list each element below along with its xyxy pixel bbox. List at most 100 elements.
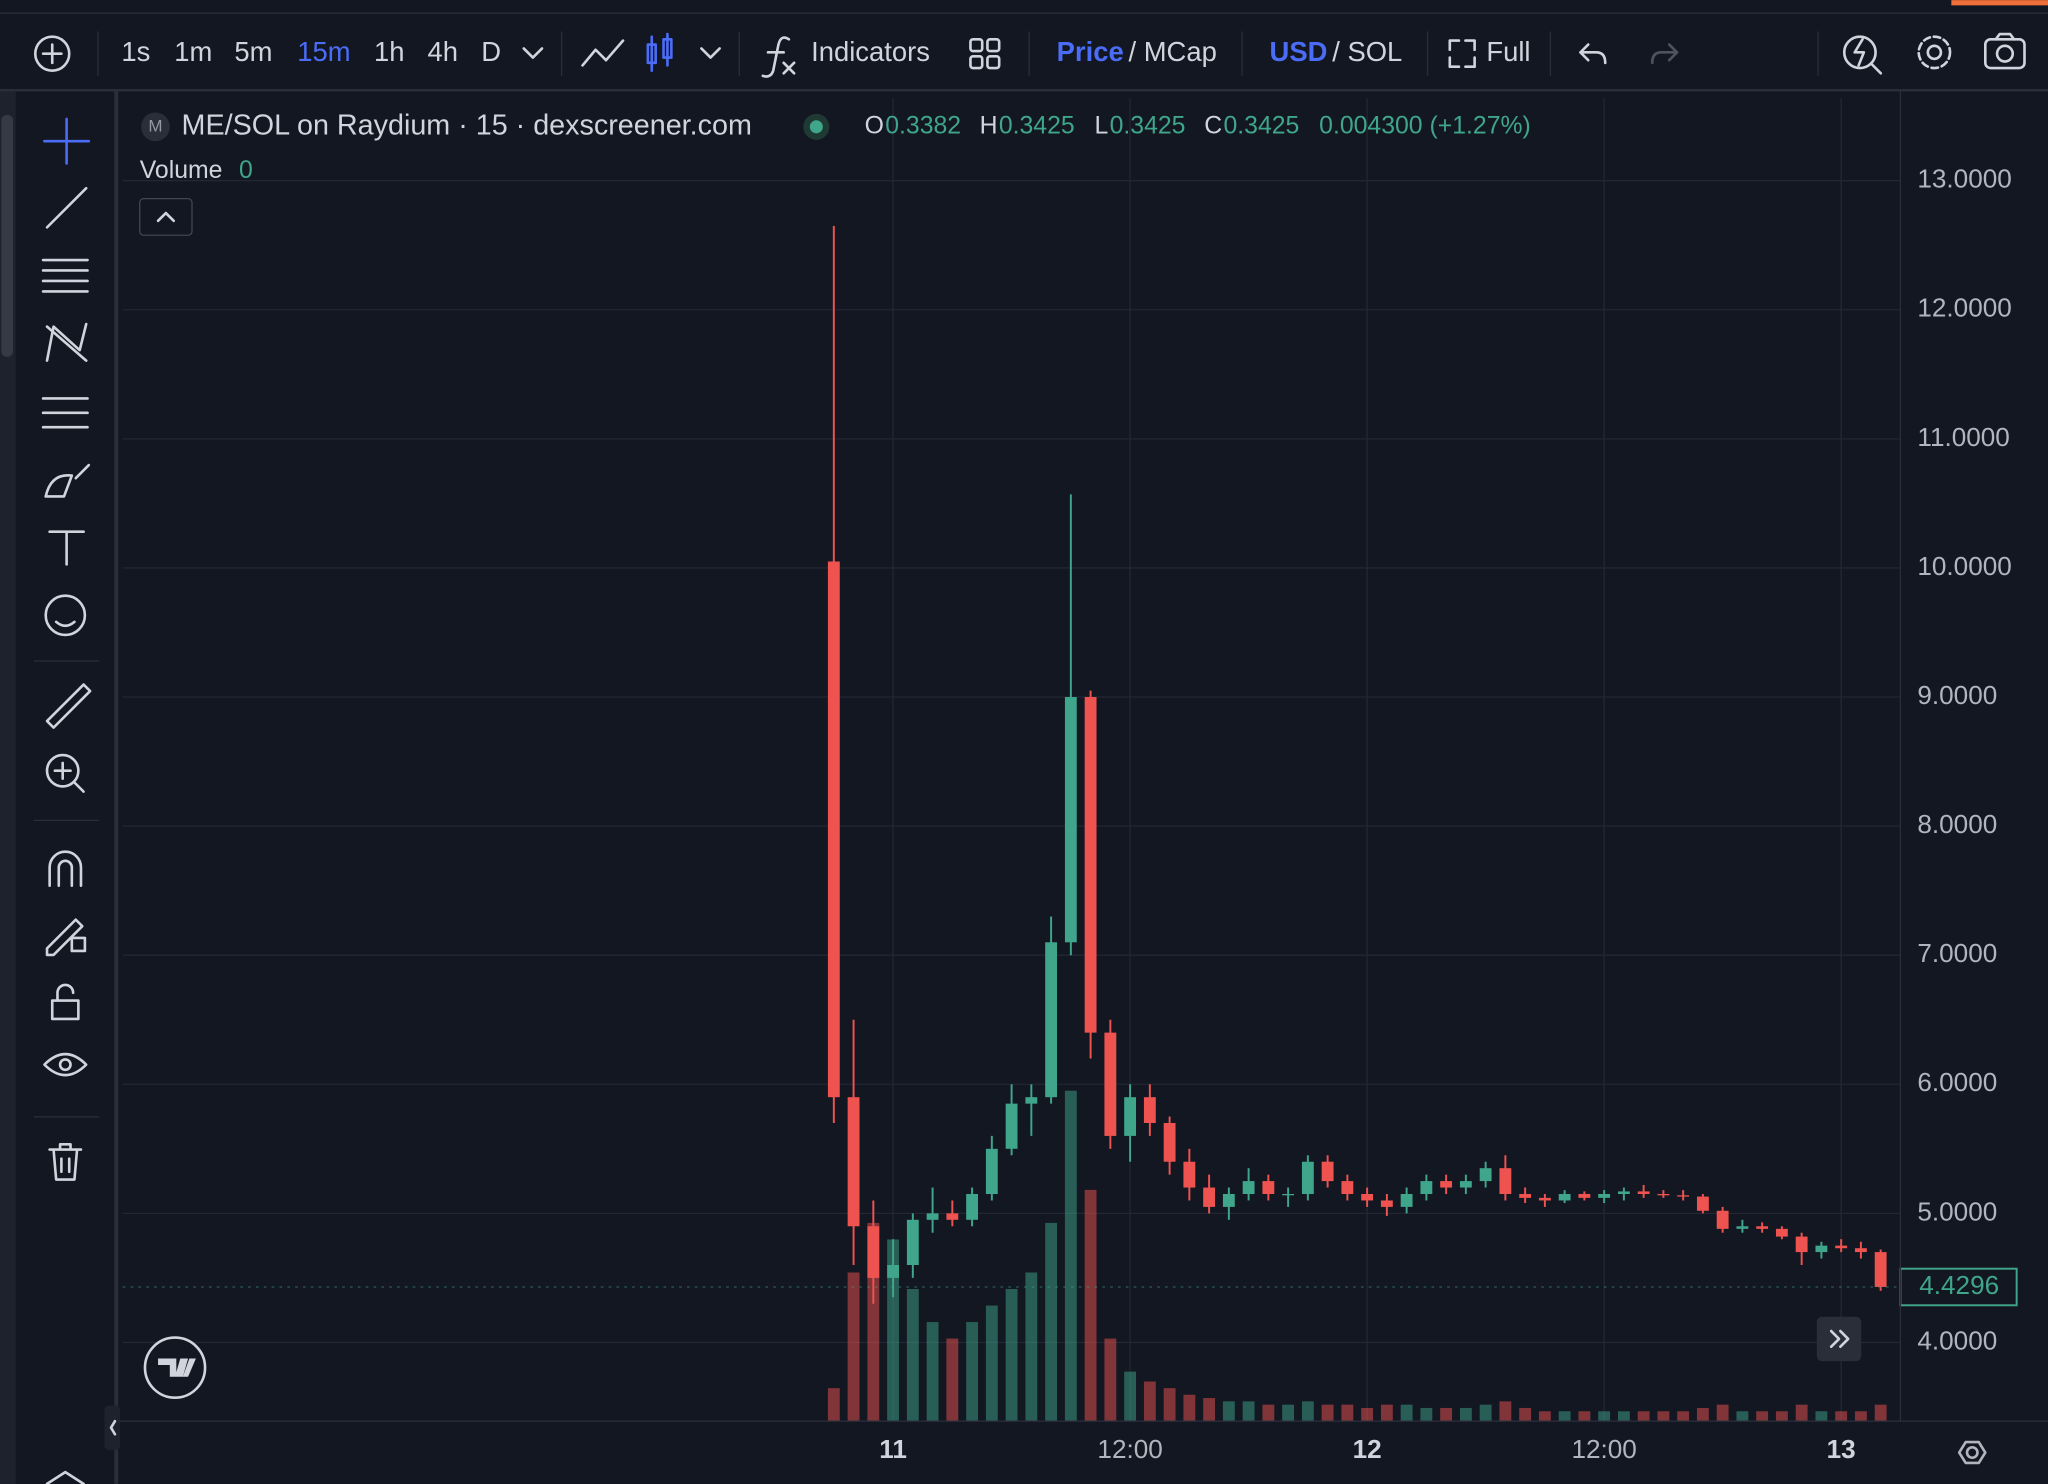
candle-body (1677, 1195, 1690, 1197)
candle-body (1835, 1245, 1848, 1249)
candle-body (1025, 1097, 1038, 1104)
interval-button[interactable]: 15m (297, 36, 350, 67)
indicators-icon[interactable] (761, 36, 796, 78)
axes: 4.0000 5.0000 6.0000 7.0000 8.0000 9.0000 10.0… (122, 164, 2018, 1464)
scroll-right-icon (1829, 1329, 1850, 1349)
volume-bar (946, 1338, 959, 1422)
candle-body (1084, 697, 1097, 1033)
sol-toggle[interactable]: / SOL (1332, 36, 1402, 67)
alert-button[interactable] (1842, 35, 1883, 75)
layout-button[interactable] (969, 37, 1001, 70)
interval-button[interactable]: 4h (428, 36, 458, 67)
visibility-tool[interactable] (43, 1052, 88, 1077)
undo-button[interactable] (1579, 43, 1607, 65)
ohlc-label: L (1095, 112, 1109, 139)
volume-bar (1163, 1388, 1176, 1422)
interval-button[interactable]: D (481, 36, 501, 67)
volume-bar (867, 1222, 880, 1422)
ruler-tool[interactable] (45, 683, 92, 729)
full-icon[interactable] (1448, 39, 1476, 69)
text-tool[interactable] (48, 530, 85, 566)
interval-button[interactable]: 5m (234, 36, 272, 67)
y-tick-label: 6.0000 (1917, 1067, 1997, 1097)
volume-bar (1835, 1411, 1848, 1422)
x-tick-label: 12 (1353, 1434, 1382, 1464)
interval-dropdown[interactable] (522, 47, 544, 59)
candle-body (1203, 1187, 1216, 1207)
usd-toggle[interactable]: USD (1270, 36, 1328, 67)
volume-bar (1874, 1404, 1887, 1422)
axis-settings[interactable] (1957, 1440, 1987, 1465)
lock-tool[interactable] (50, 983, 80, 1021)
candle-chart-button[interactable] (646, 32, 673, 72)
volume-bar (1558, 1411, 1571, 1422)
trendline-tool[interactable] (45, 186, 88, 229)
volume-bar (1183, 1394, 1196, 1422)
volume-bar (1815, 1411, 1828, 1422)
candle-body (1578, 1193, 1591, 1198)
interval-button[interactable]: 1h (374, 36, 404, 67)
volume-bar (1203, 1398, 1216, 1422)
volume-bar (1025, 1272, 1038, 1422)
candle-body (827, 561, 840, 1098)
candle-body (1617, 1191, 1630, 1194)
candle-body (1519, 1193, 1532, 1198)
full-button[interactable]: Full (1486, 36, 1530, 67)
crosshair-tool[interactable] (43, 117, 91, 165)
collapse-sidebar-icon (109, 1419, 117, 1436)
volume-bars (827, 1090, 1887, 1422)
emoji-tool[interactable] (44, 594, 87, 637)
magnet-tool[interactable] (48, 850, 83, 887)
candle-body (1400, 1193, 1413, 1207)
interval-button[interactable]: 1s (121, 36, 150, 67)
fib-tool[interactable] (41, 258, 89, 293)
scrollbar-thumb[interactable] (1, 115, 14, 357)
candle-body (985, 1148, 998, 1194)
logo-mark (158, 1358, 196, 1377)
candle-body (1262, 1181, 1275, 1194)
candle-body (1499, 1168, 1512, 1194)
volume-bar (1519, 1407, 1532, 1422)
projection-tool[interactable] (41, 397, 89, 429)
candles (827, 225, 1887, 1304)
volume-bar (1420, 1407, 1433, 1422)
candle-body (926, 1213, 939, 1220)
volume-bar (1736, 1411, 1749, 1422)
sidebar-more[interactable] (45, 1470, 85, 1484)
screenshot-button[interactable] (1983, 32, 2026, 70)
volume-bar (926, 1322, 939, 1422)
volume-bar (1637, 1411, 1650, 1422)
legend-collapse-icon (156, 211, 176, 223)
pattern-tool[interactable] (45, 322, 88, 362)
add-symbol-button[interactable] (33, 35, 71, 72)
x-tick-label: 12:00 (1097, 1434, 1162, 1464)
mcap-toggle[interactable]: / MCap (1128, 36, 1216, 67)
candle-body (1183, 1161, 1196, 1188)
candle-body (887, 1264, 900, 1278)
delete-tool[interactable] (48, 1142, 83, 1181)
candle-body (946, 1213, 959, 1220)
volume-bar (1222, 1401, 1235, 1422)
ohlc-value: 0.3382 (885, 112, 961, 139)
candle-body (1775, 1228, 1788, 1237)
volume-bar (1598, 1411, 1611, 1422)
volume-bar (1795, 1404, 1808, 1422)
candle-body (1045, 942, 1058, 1098)
legend-collapse[interactable] (139, 198, 193, 236)
candle-body (1282, 1193, 1295, 1196)
brush-tool[interactable] (44, 463, 91, 498)
volume-bar (1538, 1411, 1551, 1422)
line-chart-button[interactable] (581, 39, 625, 67)
indicators-button[interactable]: Indicators (811, 36, 930, 67)
candle-body (1420, 1181, 1433, 1194)
price-toggle[interactable]: Price (1057, 36, 1124, 67)
volume-bar (1341, 1404, 1354, 1422)
volume-bar (1400, 1404, 1413, 1422)
settings-button[interactable] (1917, 35, 1952, 70)
lock-drawing-tool[interactable] (45, 918, 87, 957)
chart-type-dropdown[interactable] (700, 47, 721, 59)
volume-bar (906, 1289, 919, 1422)
interval-button[interactable]: 1m (174, 36, 212, 67)
zoom-tool[interactable] (45, 753, 85, 793)
symbol-icon: M (148, 116, 162, 135)
